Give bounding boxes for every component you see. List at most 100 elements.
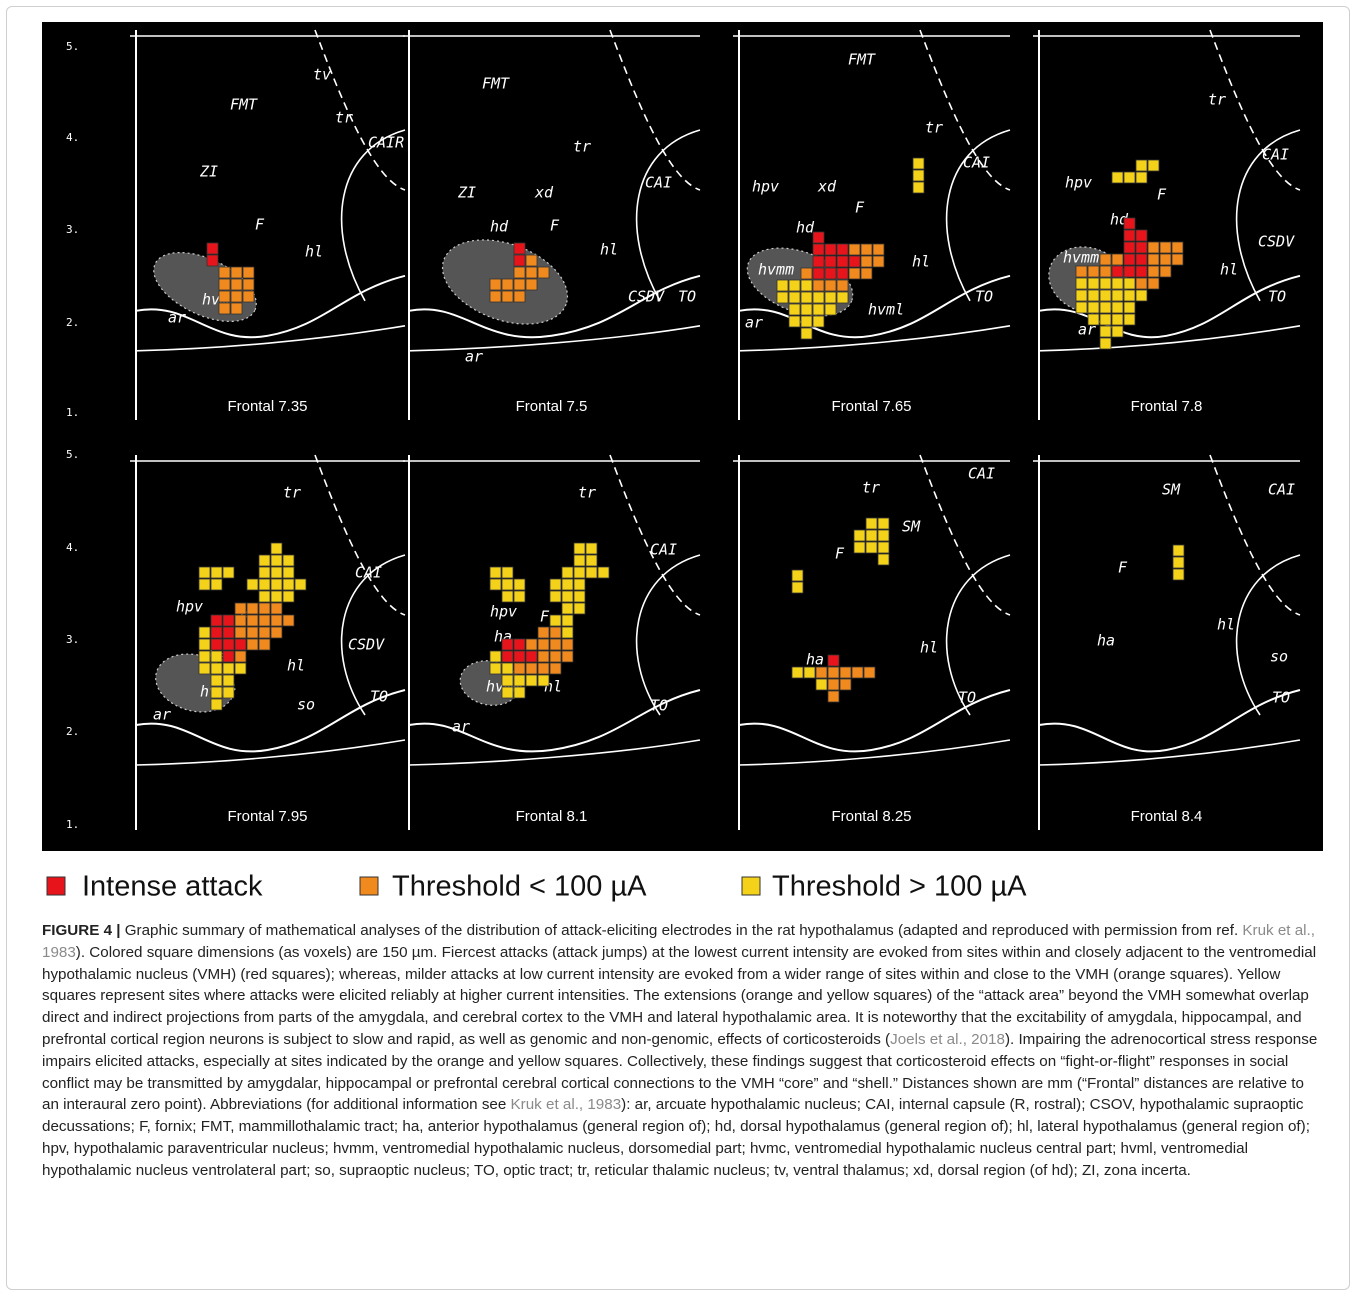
site-square bbox=[514, 651, 525, 662]
site-square bbox=[574, 591, 585, 602]
region-label: FMT bbox=[848, 51, 876, 69]
site-square bbox=[271, 627, 282, 638]
region-label: tr bbox=[862, 479, 880, 497]
site-square bbox=[283, 555, 294, 566]
site-square bbox=[586, 567, 597, 578]
site-square bbox=[235, 603, 246, 614]
region-label: FMT bbox=[482, 75, 510, 93]
region-label: hl bbox=[920, 639, 938, 657]
site-square bbox=[813, 268, 824, 279]
citation-link[interactable]: Kruk et al., 1983 bbox=[511, 1096, 622, 1113]
region-label: tr bbox=[578, 484, 596, 502]
site-square bbox=[1124, 254, 1135, 265]
site-square bbox=[526, 663, 537, 674]
site-square bbox=[1136, 172, 1147, 183]
site-square bbox=[854, 530, 865, 541]
site-square bbox=[873, 256, 884, 267]
site-square bbox=[526, 255, 537, 266]
site-square bbox=[1112, 290, 1123, 301]
site-square bbox=[502, 291, 513, 302]
figure-panel-background bbox=[42, 22, 1323, 851]
site-square bbox=[813, 280, 824, 291]
site-square bbox=[1124, 290, 1135, 301]
region-label: ZI bbox=[457, 184, 476, 202]
site-square bbox=[211, 615, 222, 626]
site-square bbox=[804, 667, 815, 678]
site-square bbox=[1100, 278, 1111, 289]
site-square bbox=[1124, 278, 1135, 289]
site-square bbox=[854, 542, 865, 553]
citation-link[interactable]: Joels et al., 2018 bbox=[890, 1031, 1005, 1048]
site-square bbox=[913, 158, 924, 169]
region-label: SM bbox=[902, 518, 921, 536]
site-square bbox=[550, 591, 561, 602]
site-square bbox=[1112, 314, 1123, 325]
site-square bbox=[502, 567, 513, 578]
site-square bbox=[861, 268, 872, 279]
site-square bbox=[574, 603, 585, 614]
panel-label: Frontal 7.35 bbox=[227, 398, 307, 415]
site-square bbox=[574, 543, 585, 554]
site-square bbox=[223, 639, 234, 650]
site-square bbox=[502, 663, 513, 674]
site-square bbox=[235, 615, 246, 626]
site-square bbox=[837, 280, 848, 291]
site-square bbox=[490, 291, 501, 302]
site-square bbox=[259, 615, 270, 626]
site-square bbox=[259, 627, 270, 638]
site-square bbox=[283, 567, 294, 578]
site-square bbox=[1100, 314, 1111, 325]
site-square bbox=[1100, 302, 1111, 313]
site-square bbox=[550, 663, 561, 674]
site-square bbox=[562, 567, 573, 578]
site-square bbox=[526, 267, 537, 278]
site-square bbox=[1136, 290, 1147, 301]
region-label: CAIR bbox=[368, 134, 404, 152]
panel-label: Frontal 7.65 bbox=[831, 398, 911, 415]
region-label: ha bbox=[806, 651, 824, 669]
site-square bbox=[502, 591, 513, 602]
site-square bbox=[514, 291, 525, 302]
site-square bbox=[1124, 302, 1135, 313]
region-label: F bbox=[1118, 559, 1128, 577]
axis-label: 3. bbox=[66, 633, 79, 646]
site-square bbox=[1100, 266, 1111, 277]
site-square bbox=[562, 651, 573, 662]
site-square bbox=[211, 567, 222, 578]
site-square bbox=[502, 279, 513, 290]
site-square bbox=[550, 615, 561, 626]
axis-label: 5. bbox=[66, 448, 79, 461]
site-square bbox=[813, 304, 824, 315]
site-square bbox=[1112, 172, 1123, 183]
legend-label: Threshold > 100 µA bbox=[772, 871, 1027, 903]
site-square bbox=[825, 244, 836, 255]
site-square bbox=[1076, 302, 1087, 313]
site-square bbox=[235, 639, 246, 650]
site-square bbox=[1173, 545, 1184, 556]
site-square bbox=[866, 518, 877, 529]
region-label: hl bbox=[287, 657, 305, 675]
site-square bbox=[211, 675, 222, 686]
site-square bbox=[490, 567, 501, 578]
region-label: ha bbox=[1097, 632, 1115, 650]
region-label: F bbox=[1157, 186, 1167, 204]
site-square bbox=[562, 591, 573, 602]
page: 5.4.3.2.1.5.4.3.2.1.Frontal 7.35Frontal … bbox=[0, 0, 1358, 1298]
site-square bbox=[562, 639, 573, 650]
site-square bbox=[207, 255, 218, 266]
site-square bbox=[550, 651, 561, 662]
site-square bbox=[211, 699, 222, 710]
site-square bbox=[502, 675, 513, 686]
site-square bbox=[219, 279, 230, 290]
region-label: tr bbox=[335, 109, 353, 127]
site-square bbox=[1124, 314, 1135, 325]
site-square bbox=[913, 182, 924, 193]
site-square bbox=[1124, 242, 1135, 253]
region-label: F bbox=[550, 217, 560, 235]
site-square bbox=[490, 579, 501, 590]
site-square bbox=[219, 303, 230, 314]
site-square bbox=[816, 667, 827, 678]
site-square bbox=[1148, 266, 1159, 277]
site-square bbox=[235, 627, 246, 638]
site-square bbox=[259, 579, 270, 590]
